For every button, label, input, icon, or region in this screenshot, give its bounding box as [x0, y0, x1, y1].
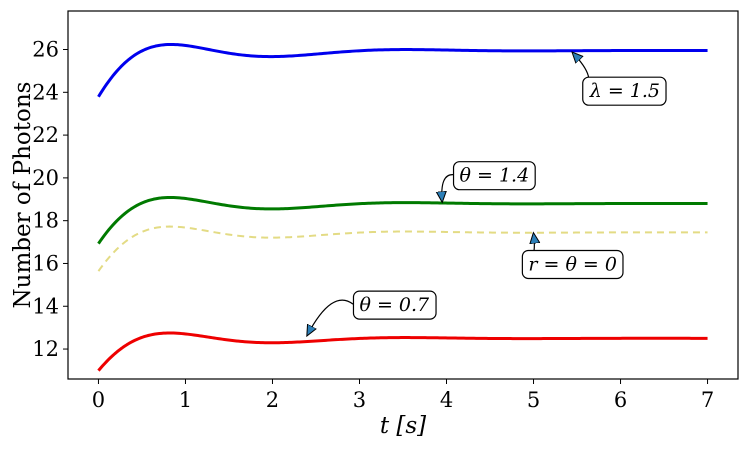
- y-tick-label: 22: [32, 123, 59, 147]
- annotation-text: r = θ = 0: [528, 253, 617, 275]
- series-line-0: [97, 42, 708, 98]
- annotation-1: θ = 1.4: [442, 161, 536, 202]
- annotation-arrow: [307, 299, 354, 335]
- annotation-arrow: [442, 174, 454, 202]
- x-tick-label: 2: [266, 388, 279, 412]
- x-tick-label: 7: [701, 388, 714, 412]
- annotation-text: λ = 1.5: [589, 80, 660, 102]
- x-tick-label: 5: [527, 388, 540, 412]
- annotation-2: r = θ = 0: [521, 234, 624, 280]
- annotation-box: [582, 76, 667, 106]
- y-tick-label: 16: [32, 251, 59, 275]
- x-tick-label: 4: [440, 388, 453, 412]
- annotation-box: [352, 290, 437, 320]
- y-tick-label: 20: [32, 166, 59, 190]
- series-layer: [97, 42, 708, 372]
- y-tick-label: 14: [32, 294, 59, 318]
- series-line-3: [97, 331, 708, 372]
- y-tick-label: 12: [32, 337, 59, 361]
- x-axis-label: t [s]: [380, 413, 426, 439]
- annotation-0: λ = 1.5: [573, 53, 667, 106]
- y-tick-label: 18: [32, 209, 59, 233]
- annotation-text: θ = 0.7: [359, 294, 430, 316]
- annotation-3: θ = 0.7: [307, 290, 437, 335]
- plot-frame: [67, 10, 739, 380]
- annotation-box: [521, 249, 624, 280]
- x-tick-label: 6: [614, 388, 627, 412]
- annotation-text: θ = 1.4: [460, 165, 530, 187]
- y-tick-label: 26: [32, 38, 59, 62]
- y-tick-label: 24: [32, 80, 59, 104]
- x-tick-label: 1: [179, 388, 192, 412]
- annotation-box: [452, 161, 536, 191]
- y-axis-label: Number of Photons: [10, 82, 36, 309]
- x-tick-label: 0: [92, 388, 105, 412]
- series-line-1: [97, 195, 708, 245]
- x-tick-label: 3: [353, 388, 366, 412]
- annotations-layer: λ = 1.5 θ = 1.4 r = θ = 0 θ = 0.7: [307, 53, 667, 335]
